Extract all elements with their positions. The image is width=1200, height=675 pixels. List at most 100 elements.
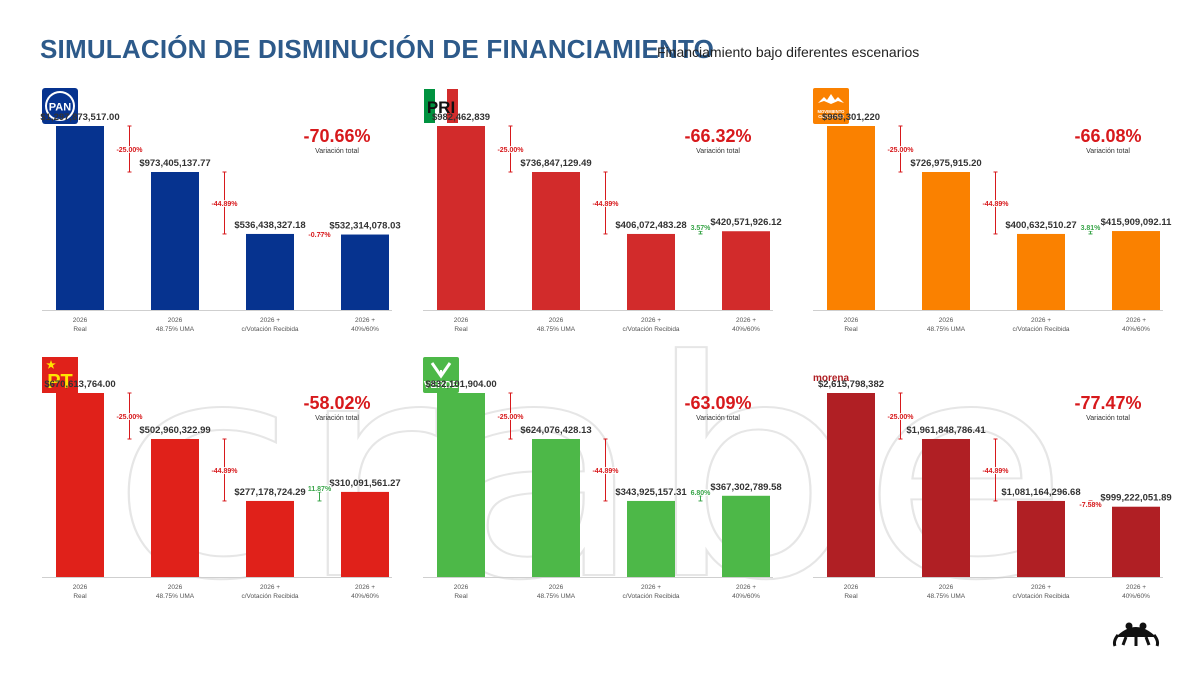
x-tick-label-line2: 48.75% UMA xyxy=(537,326,576,333)
x-tick-label-line2: Real xyxy=(454,593,468,600)
x-tick-label-line1: 2026 + xyxy=(1031,317,1051,324)
change-pct-label: -44.89% xyxy=(982,201,1009,208)
chart-morena: morena -77.47% Variación total $2,615,79… xyxy=(813,355,1173,620)
chart-movimiento-ciudadano: MOVIMIENTO CIUDADANO -66.08% Variación t… xyxy=(813,88,1173,353)
bar xyxy=(722,495,770,577)
bar-value-label: $277,178,724.29 xyxy=(234,487,305,498)
bar xyxy=(1017,500,1065,577)
bar xyxy=(1112,506,1160,577)
x-tick-label-line2: 40%/60% xyxy=(732,326,760,333)
x-tick-label-line1: 2026 xyxy=(844,584,859,591)
svg-text:PAN: PAN xyxy=(49,102,71,114)
total-change-label: Variación total xyxy=(696,415,740,422)
x-tick-label-line2: c/Votación Recibida xyxy=(622,593,679,600)
bar-value-label: $2,615,798,382 xyxy=(818,379,884,390)
bar xyxy=(341,234,389,310)
chart-pri: PRI -66.32% Variación total $982,462,839… xyxy=(423,88,783,353)
x-tick-label-line1: 2026 xyxy=(73,317,88,324)
total-change-label: Variación total xyxy=(696,148,740,155)
total-change: -66.32% xyxy=(684,126,752,146)
bar xyxy=(827,393,875,577)
bar-value-label: $999,222,051.89 xyxy=(1100,493,1171,504)
total-change-label: Variación total xyxy=(315,415,359,422)
total-change: -58.02% xyxy=(303,393,371,413)
x-tick-label-line2: Real xyxy=(844,593,858,600)
bar-value-label: $982,462,839 xyxy=(432,112,490,123)
bar xyxy=(437,126,485,310)
morena-logo-text: morena xyxy=(813,373,850,384)
change-pct-label: -0.77% xyxy=(308,232,331,239)
svg-text:PRI: PRI xyxy=(427,98,455,117)
bar-value-label: $415,909,092.11 xyxy=(1101,217,1173,228)
bar-plot: $969,301,220 2026 Real $726,975,915.20 2026 4… xyxy=(813,112,1173,333)
bar-value-label: $832,101,904.00 xyxy=(425,379,496,390)
x-tick-label-line2: 40%/60% xyxy=(351,326,379,333)
bar xyxy=(922,172,970,310)
bar xyxy=(246,500,294,577)
bar xyxy=(532,172,580,310)
bar xyxy=(56,126,104,310)
x-tick-label-line2: Real xyxy=(73,593,87,600)
x-tick-label-line1: 2026 + xyxy=(355,317,375,324)
bar xyxy=(1112,231,1160,310)
change-pct-label: 3.57% xyxy=(691,225,712,232)
bar-value-label: $1,961,848,786.41 xyxy=(906,425,986,436)
x-tick-label-line1: 2026 xyxy=(549,317,564,324)
x-tick-label-line2: 40%/60% xyxy=(732,593,760,600)
bar-plot: $670,613,764.00 2026 Real $502,960,322.99 20… xyxy=(42,379,401,600)
x-tick-label-line1: 2026 xyxy=(939,317,954,324)
crab-logo-icon xyxy=(1112,622,1160,647)
pt-logo: PT xyxy=(42,357,78,393)
x-tick-label-line1: 2026 xyxy=(73,584,88,591)
svg-text:VERDE: VERDE xyxy=(424,380,459,391)
x-tick-label-line1: 2026 + xyxy=(1126,584,1146,591)
change-pct-label: -44.89% xyxy=(592,468,619,475)
mc-logo-line2: CIUDADANO xyxy=(818,114,844,119)
header: SIMULACIÓN DE DISMINUCIÓN DE FINANCIAMIE… xyxy=(40,30,1170,70)
x-tick-label-line1: 2026 xyxy=(939,584,954,591)
bar-value-label: $1,081,164,296.68 xyxy=(1001,487,1080,498)
x-tick-label-line1: 2026 xyxy=(549,584,564,591)
change-pct-label: 11.87% xyxy=(308,486,332,493)
change-pct-label: -25.00% xyxy=(497,414,524,421)
x-tick-label-line1: 2026 + xyxy=(736,584,756,591)
bar-value-label: $726,975,915.20 xyxy=(910,158,981,169)
x-tick-label-line1: 2026 xyxy=(454,317,469,324)
total-change: -70.66% xyxy=(303,126,371,146)
total-change-label: Variación total xyxy=(1086,148,1130,155)
bar xyxy=(56,393,104,577)
change-pct-label: -44.89% xyxy=(982,468,1009,475)
change-pct-label: -44.89% xyxy=(592,201,619,208)
bar xyxy=(922,439,970,577)
x-tick-label-line2: c/Votación Recibida xyxy=(1012,593,1069,600)
x-tick-label-line2: c/Votación Recibida xyxy=(1012,326,1069,333)
bar-value-label: $367,302,789.58 xyxy=(710,482,781,493)
x-tick-label-line2: c/Votación Recibida xyxy=(622,326,679,333)
bar-value-label: $670,613,764.00 xyxy=(44,379,115,390)
bar xyxy=(246,233,294,310)
mc-logo-line1: MOVIMIENTO xyxy=(818,109,846,114)
pri-logo: PRI xyxy=(423,88,459,124)
bar-plot: $982,462,839 2026 Real $736,847,129.49 2026 4… xyxy=(423,112,782,333)
morena-logo: morena xyxy=(813,373,850,384)
x-tick-label-line1: 2026 + xyxy=(641,584,661,591)
verde-logo: VERDE xyxy=(423,357,459,393)
change-pct-label: -25.00% xyxy=(887,147,914,154)
x-tick-label-line1: 2026 + xyxy=(1031,584,1051,591)
total-change: -66.08% xyxy=(1074,126,1142,146)
change-pct-label: -44.89% xyxy=(211,201,238,208)
change-pct-label: 3.81% xyxy=(1081,225,1102,232)
change-pct-label: -44.89% xyxy=(211,468,238,475)
bar xyxy=(532,439,580,577)
x-tick-label-line2: 40%/60% xyxy=(351,593,379,600)
total-change: -63.09% xyxy=(684,393,752,413)
total-change: -77.47% xyxy=(1074,393,1142,413)
pan-logo: PAN xyxy=(42,88,78,124)
bar-value-label: $400,632,510.27 xyxy=(1005,220,1076,231)
bar-value-label: $310,091,561.27 xyxy=(329,478,400,489)
change-pct-label: -25.00% xyxy=(116,414,143,421)
x-tick-label-line1: 2026 + xyxy=(736,317,756,324)
bar xyxy=(151,439,199,577)
x-tick-label-line1: 2026 xyxy=(168,584,183,591)
bar xyxy=(627,500,675,577)
